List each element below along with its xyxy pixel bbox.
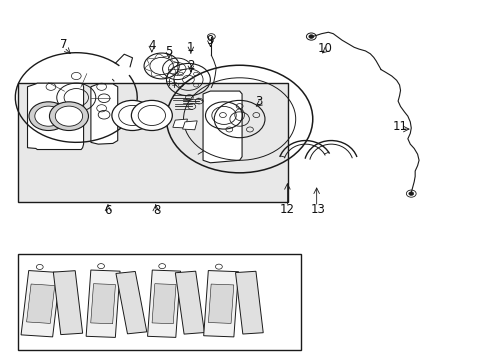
Polygon shape xyxy=(152,284,176,324)
Polygon shape xyxy=(175,271,204,334)
Text: 10: 10 xyxy=(317,41,332,54)
Circle shape xyxy=(35,106,62,126)
Text: 3: 3 xyxy=(255,95,262,108)
Text: 2: 2 xyxy=(187,59,194,72)
Polygon shape xyxy=(172,119,187,128)
Polygon shape xyxy=(21,271,60,337)
Circle shape xyxy=(308,35,313,39)
Bar xyxy=(18,253,300,350)
Polygon shape xyxy=(182,121,197,130)
Text: 12: 12 xyxy=(279,203,294,216)
Circle shape xyxy=(131,100,172,131)
Text: 7: 7 xyxy=(60,38,68,51)
Circle shape xyxy=(112,100,153,131)
Polygon shape xyxy=(203,91,242,163)
Text: 13: 13 xyxy=(309,203,325,216)
Text: 4: 4 xyxy=(148,39,155,52)
Text: 1: 1 xyxy=(187,41,194,54)
Polygon shape xyxy=(53,271,82,334)
Text: 9: 9 xyxy=(206,33,214,47)
Circle shape xyxy=(55,106,82,126)
Polygon shape xyxy=(91,84,118,144)
Circle shape xyxy=(408,192,413,195)
Circle shape xyxy=(29,102,68,131)
Polygon shape xyxy=(203,271,238,337)
Polygon shape xyxy=(86,270,120,337)
Circle shape xyxy=(49,102,88,131)
Text: 5: 5 xyxy=(165,45,172,58)
Polygon shape xyxy=(26,284,55,323)
Polygon shape xyxy=(208,284,233,323)
Polygon shape xyxy=(147,270,180,337)
Polygon shape xyxy=(27,83,83,149)
Text: 6: 6 xyxy=(104,204,111,217)
Text: 11: 11 xyxy=(392,120,407,133)
Polygon shape xyxy=(235,271,263,334)
Bar xyxy=(18,83,288,202)
Polygon shape xyxy=(116,271,146,334)
Polygon shape xyxy=(91,284,115,324)
Text: 8: 8 xyxy=(153,204,160,217)
